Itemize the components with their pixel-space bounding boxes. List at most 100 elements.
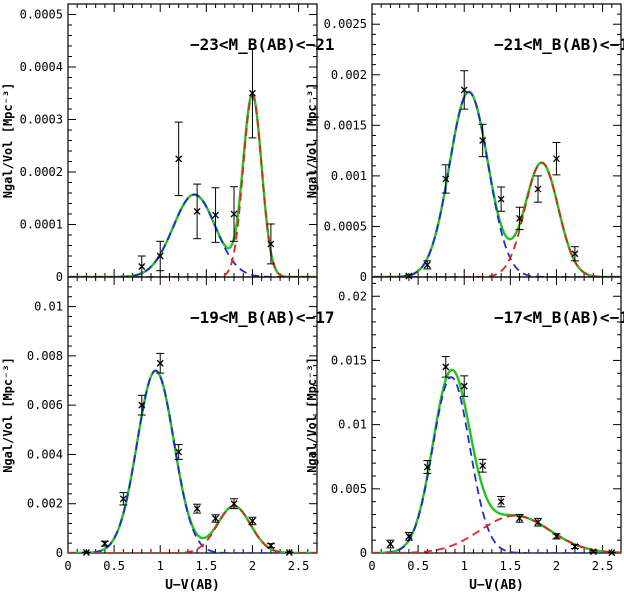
- y-tick-label: 0.0001: [20, 218, 63, 232]
- point-marker: [267, 542, 275, 550]
- y-tick-label: 0.01: [34, 300, 63, 314]
- y-tick-label: 0.0005: [324, 219, 367, 233]
- total-fit-curve: [68, 92, 317, 277]
- y-tick-label: 0.0015: [324, 118, 367, 132]
- point-marker: [212, 211, 220, 219]
- point-marker: [516, 214, 524, 222]
- total-fit-curve: [372, 368, 621, 553]
- y-tick-label: 0.004: [27, 447, 63, 461]
- point-marker: [193, 505, 201, 513]
- data-point: [248, 516, 257, 526]
- y-tick-label: 0.0003: [20, 113, 63, 127]
- data-point: [156, 352, 165, 374]
- y-tick-label: 0.01: [338, 418, 367, 432]
- point-marker: [175, 448, 183, 456]
- x-tick-label: 0: [368, 559, 375, 573]
- y-tick-label: 0.008: [27, 349, 63, 363]
- data-point: [404, 531, 413, 541]
- data-point: [478, 458, 487, 473]
- data-point: [589, 548, 598, 556]
- panel-top-left: 0 0.0001 0.0002 0.0003 0.0004 0.0005 Ngal/Vol …: [1, 3, 334, 284]
- x-tick-label: 1: [461, 559, 468, 573]
- data-point: [211, 187, 220, 243]
- panel-magnitude-label: −19<M_B(AB)<−17: [190, 308, 335, 327]
- y-tick-label: 0.0002: [20, 165, 63, 179]
- point-marker: [193, 207, 201, 215]
- y-tick-label: 0.02: [338, 289, 367, 303]
- data-point: [386, 539, 395, 549]
- y-axis-label: Ngal/Vol [Mpc⁻³]: [1, 83, 15, 199]
- panel-magnitude-label: −21<M_B(AB)<−19: [494, 35, 624, 54]
- point-marker: [386, 540, 394, 548]
- y-tick-label: 0.006: [27, 398, 63, 412]
- point-marker: [138, 401, 146, 409]
- x-tick-label: 0: [64, 559, 71, 573]
- point-marker: [267, 240, 275, 248]
- x-tick-label: 0.5: [103, 559, 125, 573]
- x-tick-label: 0.5: [407, 559, 429, 573]
- point-marker: [552, 532, 560, 540]
- point-marker: [423, 261, 431, 269]
- data-point: [515, 513, 524, 523]
- fit-curves: [68, 369, 317, 553]
- y-tick-label: 0.005: [331, 482, 367, 496]
- point-marker: [589, 548, 597, 556]
- point-marker: [138, 263, 146, 270]
- point-marker: [248, 517, 256, 525]
- data-point: [211, 514, 220, 523]
- data-point: [119, 492, 128, 506]
- point-marker: [230, 500, 238, 508]
- data-point: [441, 164, 450, 194]
- data-point: [100, 540, 109, 548]
- y-axis-label: Ngal/Vol [Mpc⁻³]: [305, 357, 319, 473]
- point-marker: [156, 359, 164, 367]
- data-point: [423, 460, 432, 474]
- data-point: [570, 246, 579, 262]
- data-point: [570, 543, 579, 551]
- panel-bottom-right: 0 0.5 1 1.5 2 2.5 U−V(AB) 0 0.005 0.01 0.015 0.02 Ng…: [305, 276, 624, 593]
- y-tick-label: 0.0004: [20, 60, 63, 74]
- data-point: [552, 532, 561, 540]
- point-marker: [460, 382, 468, 390]
- y-axis-label: Ngal/Vol [Mpc⁻³]: [1, 357, 15, 473]
- data-point: [552, 142, 561, 176]
- data-point: [497, 496, 506, 508]
- total-fit-curve: [372, 90, 621, 277]
- point-marker: [405, 532, 413, 540]
- blue-gaussian-curve: [372, 91, 621, 277]
- point-marker: [497, 195, 505, 203]
- data-point: [82, 549, 91, 556]
- point-marker: [534, 185, 542, 193]
- fit-curves: [68, 92, 317, 277]
- data-point: [497, 186, 506, 212]
- axes-frame: [371, 276, 622, 554]
- data-point: [266, 542, 275, 550]
- red-gaussian-curve: [372, 161, 621, 277]
- y-tick-label: 0: [56, 270, 63, 284]
- point-marker: [405, 272, 413, 280]
- data-point: [478, 123, 487, 158]
- data-point: [156, 240, 165, 272]
- point-marker: [156, 252, 164, 260]
- point-marker: [442, 363, 450, 371]
- data-point: [460, 375, 469, 397]
- red-gaussian-curve: [372, 514, 621, 553]
- point-marker: [516, 514, 524, 522]
- y-tick-label: 0.015: [331, 353, 367, 367]
- point-marker: [479, 462, 487, 470]
- data-point: [460, 70, 469, 110]
- y-tick-label: 0.0025: [324, 17, 367, 31]
- point-marker: [497, 498, 505, 506]
- data-point: [266, 223, 275, 265]
- data-point: [515, 206, 524, 230]
- point-marker: [248, 89, 256, 97]
- point-marker: [82, 549, 90, 556]
- x-tick-label: 1.5: [499, 559, 521, 573]
- x-tick-label: 2.5: [288, 559, 310, 573]
- y-tick-label: 0: [56, 546, 63, 560]
- point-marker: [460, 86, 468, 94]
- panel-magnitude-label: −17<M_B(AB)<−15: [494, 308, 624, 327]
- x-tick-label: 1: [157, 559, 164, 573]
- point-marker: [442, 175, 450, 183]
